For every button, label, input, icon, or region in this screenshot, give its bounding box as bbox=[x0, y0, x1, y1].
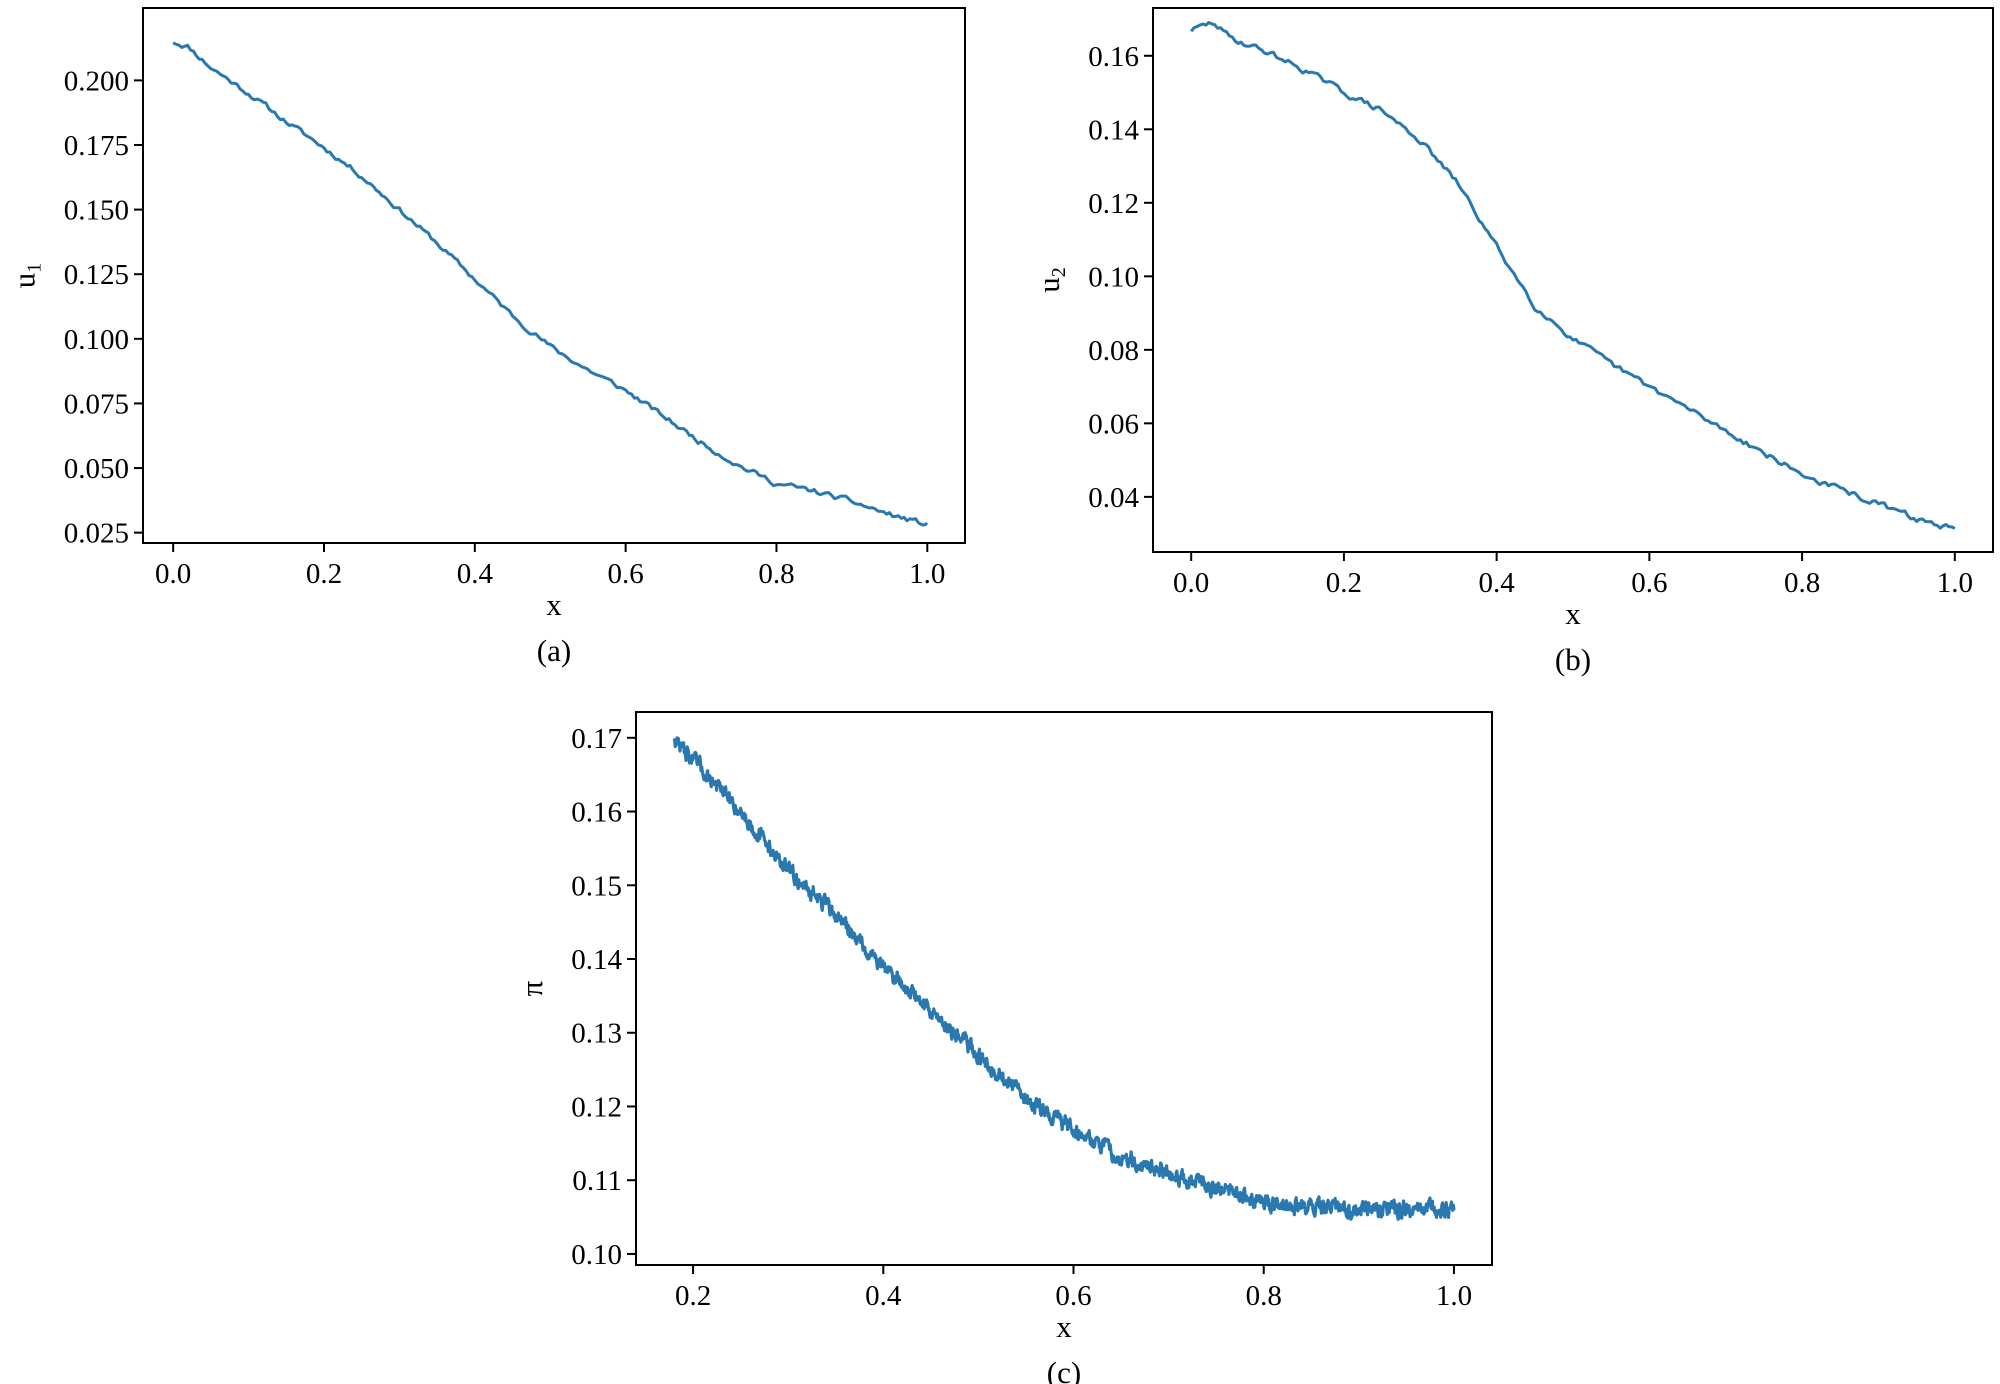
y-axis-label: u2 bbox=[1031, 267, 1070, 293]
chart-panel-b: 0.0 0.2 0.4 0.6 0.8 1.0 0.04 0.06 0.08 0.10 0.12 0.… bbox=[1031, 7, 1994, 677]
series-line-0 bbox=[172, 41, 929, 527]
y-axis-label: u1 bbox=[7, 263, 46, 289]
y-tick-label: 0.12 bbox=[1088, 188, 1139, 220]
y-tick-label: 0.050 bbox=[64, 453, 129, 485]
x-tick-label: 0.0 bbox=[155, 558, 191, 590]
x-tick-label: 0.2 bbox=[1326, 567, 1362, 599]
x-tick-label: 0.6 bbox=[1631, 567, 1667, 599]
x-tick-label: 0.4 bbox=[457, 558, 494, 590]
x-tick-label: 0.4 bbox=[865, 1280, 902, 1312]
y-tick-label: 0.150 bbox=[64, 195, 129, 227]
x-tick-label: 0.6 bbox=[608, 558, 644, 590]
y-tick-label: 0.075 bbox=[64, 388, 129, 420]
y-tick-label: 0.175 bbox=[64, 130, 129, 162]
x-tick-label: 0.0 bbox=[1173, 567, 1209, 599]
panel-caption: (b) bbox=[1555, 642, 1591, 677]
axes-frame bbox=[1152, 7, 1994, 553]
axes-frame bbox=[142, 7, 966, 544]
y-tick-label: 0.10 bbox=[1088, 261, 1139, 293]
y-tick-label: 0.10 bbox=[571, 1239, 622, 1271]
panel-caption: (a) bbox=[537, 633, 571, 668]
x-tick-label: 0.8 bbox=[1784, 567, 1820, 599]
x-tick-label: 0.2 bbox=[675, 1280, 711, 1312]
y-tick-label: 0.025 bbox=[64, 518, 129, 550]
y-axis-label-subscript: 2 bbox=[1048, 267, 1070, 277]
y-tick-label: 0.15 bbox=[571, 870, 622, 902]
y-tick-label: 0.04 bbox=[1088, 482, 1139, 514]
x-tick-label: 0.8 bbox=[1246, 1280, 1282, 1312]
y-tick-label: 0.06 bbox=[1088, 408, 1139, 440]
x-tick-label: 1.0 bbox=[1937, 567, 1973, 599]
y-tick-label: 0.16 bbox=[1088, 41, 1139, 73]
x-tick-label: 0.6 bbox=[1055, 1280, 1091, 1312]
x-tick-label: 1.0 bbox=[909, 558, 945, 590]
y-tick-label: 0.12 bbox=[571, 1091, 622, 1123]
y-axis-label-subscript: 1 bbox=[24, 263, 46, 273]
x-axis-label: x bbox=[1565, 596, 1581, 631]
y-tick-label: 0.08 bbox=[1088, 335, 1139, 367]
panel-caption: (c) bbox=[1047, 1355, 1081, 1384]
y-tick-label: 0.11 bbox=[572, 1165, 622, 1197]
x-tick-label: 1.0 bbox=[1436, 1280, 1472, 1312]
series-line-0 bbox=[672, 736, 1456, 1221]
x-tick-label: 0.4 bbox=[1479, 567, 1516, 599]
x-tick-label: 0.2 bbox=[306, 558, 342, 590]
y-tick-label: 0.14 bbox=[1088, 114, 1139, 146]
y-tick-label: 0.16 bbox=[571, 797, 622, 829]
y-tick-label: 0.200 bbox=[64, 65, 129, 97]
chart-panel-c: 0.2 0.4 0.6 0.8 1.0 0.10 0.11 0.12 0.13 0.14 0.15 0… bbox=[514, 711, 1493, 1384]
y-tick-label: 0.17 bbox=[571, 723, 622, 755]
y-tick-label: 0.14 bbox=[571, 944, 622, 976]
x-tick-label: 0.8 bbox=[758, 558, 794, 590]
y-tick-label: 0.100 bbox=[64, 324, 129, 356]
y-tick-label: 0.125 bbox=[64, 259, 129, 291]
y-tick-label: 0.13 bbox=[571, 1018, 622, 1050]
y-axis-label: π bbox=[514, 980, 549, 996]
x-axis-label: x bbox=[1056, 1309, 1072, 1344]
chart-panel-a: 0.0 0.2 0.4 0.6 0.8 1.0 0.025 0.050 0.075 0.100 0.… bbox=[7, 7, 966, 668]
series-line-0 bbox=[1190, 20, 1956, 530]
x-axis-label: x bbox=[546, 587, 562, 622]
axes-frame bbox=[635, 711, 1493, 1266]
